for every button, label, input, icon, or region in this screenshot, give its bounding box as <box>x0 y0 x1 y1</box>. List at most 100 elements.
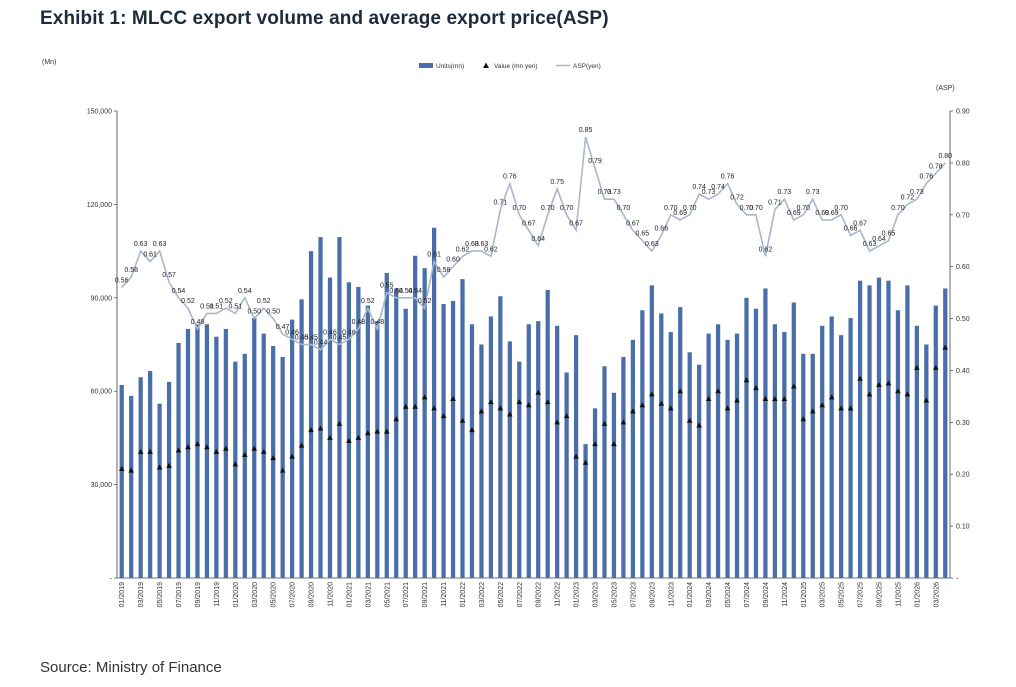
value-marker <box>175 447 182 453</box>
left-tick-label: 30,000 <box>91 482 113 489</box>
value-marker <box>204 444 210 450</box>
x-tick-label: 09/2023 <box>649 582 656 607</box>
left-tick-label: - <box>110 576 113 583</box>
value-marker <box>885 380 892 386</box>
value-marker <box>185 444 191 450</box>
value-marker <box>223 445 229 451</box>
value-marker <box>260 448 267 454</box>
x-tick-label: 01/2024 <box>687 582 694 607</box>
units-bar <box>583 444 588 578</box>
value-marker <box>639 402 646 408</box>
value-marker <box>156 464 163 470</box>
x-tick-label: 03/2021 <box>365 582 372 607</box>
x-tick-label: 05/2025 <box>839 582 846 607</box>
asp-data-label: 0.54 <box>408 288 422 295</box>
units-bar <box>299 299 304 578</box>
asp-data-label: 0.45 <box>304 335 318 342</box>
units-bar <box>261 333 266 578</box>
units-bar <box>176 342 181 578</box>
units-bar <box>782 332 787 578</box>
x-tick-label: 07/2024 <box>744 582 751 607</box>
value-marker <box>393 416 400 422</box>
asp-data-label: 0.79 <box>588 158 602 165</box>
chart-title: Exhibit 1: MLCC export volume and averag… <box>40 8 609 29</box>
units-bar <box>763 288 768 578</box>
units-bar <box>242 353 247 578</box>
units-bar <box>905 285 910 578</box>
value-marker <box>241 452 248 458</box>
x-tick-label: 01/2019 <box>119 582 126 607</box>
x-tick-label: 01/2026 <box>914 582 921 607</box>
x-tick-label: 09/2024 <box>763 582 770 607</box>
asp-data-label: 0.55 <box>380 283 394 290</box>
x-tick-label: 05/2020 <box>271 582 278 607</box>
value-marker <box>279 467 286 473</box>
value-marker <box>611 441 617 447</box>
value-marker <box>762 395 769 401</box>
x-tick-label: 05/2024 <box>725 582 732 607</box>
units-bar <box>687 352 692 578</box>
units-bar <box>138 377 143 578</box>
units-bar <box>166 381 172 578</box>
units-bar <box>346 282 352 578</box>
x-tick-label: 07/2021 <box>403 582 410 607</box>
value-marker <box>573 453 579 459</box>
asp-data-label: 0.48 <box>352 319 366 326</box>
value-marker <box>147 448 153 454</box>
asp-data-label: 0.46 <box>323 329 337 336</box>
asp-data-label: 0.45 <box>333 335 347 342</box>
x-tick-label: 03/2025 <box>820 582 827 607</box>
units-bar <box>233 361 238 578</box>
asp-data-label: 0.64 <box>872 236 886 243</box>
x-tick-label: 01/2023 <box>574 582 581 607</box>
value-marker <box>705 395 712 401</box>
units-bar <box>895 310 901 578</box>
value-marker <box>724 405 731 411</box>
right-tick-label: 0.30 <box>956 420 970 427</box>
right-tick-label: 0.50 <box>956 316 970 323</box>
x-tick-label: 07/2023 <box>630 582 637 607</box>
units-bar <box>498 296 503 578</box>
asp-data-label: 0.58 <box>124 267 138 274</box>
asp-data-label: 0.73 <box>607 189 621 196</box>
units-bar <box>441 304 446 578</box>
asp-data-label: 0.63 <box>465 241 479 248</box>
asp-data-label: 0.70 <box>834 205 848 212</box>
value-marker <box>308 427 314 433</box>
units-bar <box>867 285 872 578</box>
asp-data-label: 0.44 <box>314 340 328 347</box>
value-marker <box>450 395 456 401</box>
units-bar <box>318 237 323 578</box>
asp-data-label: 0.65 <box>636 231 650 238</box>
units-bar <box>479 344 484 578</box>
value-marker <box>535 389 542 395</box>
units-bar <box>403 308 408 578</box>
units-bar <box>678 307 683 578</box>
asp-data-label: 0.61 <box>143 251 157 258</box>
asp-data-label: 0.66 <box>844 226 858 233</box>
x-tick-label: 11/2024 <box>782 582 789 607</box>
units-bar <box>791 302 796 578</box>
asp-data-label: 0.52 <box>361 298 375 305</box>
value-marker <box>137 448 144 454</box>
asp-data-label: 0.63 <box>863 241 877 248</box>
left-axis-unit: (Mn) <box>42 59 56 66</box>
x-tick-label: 09/2021 <box>422 582 429 607</box>
units-bar <box>545 290 550 578</box>
value-marker <box>365 430 371 436</box>
value-marker <box>544 399 551 405</box>
value-marker <box>213 448 220 454</box>
value-marker <box>563 413 570 419</box>
asp-data-label: 0.54 <box>389 288 403 295</box>
asp-data-label: 0.56 <box>115 277 129 284</box>
units-bar <box>744 297 749 578</box>
units-bar <box>413 255 418 578</box>
asp-data-label: 0.73 <box>702 189 716 196</box>
asp-data-label: 0.69 <box>815 210 829 217</box>
value-marker <box>383 428 390 434</box>
x-tick-label: 01/2021 <box>346 582 353 607</box>
x-tick-label: 09/2022 <box>536 582 543 607</box>
asp-data-label: 0.50 <box>266 309 280 316</box>
asp-data-label: 0.69 <box>673 210 687 217</box>
value-marker <box>686 417 693 423</box>
